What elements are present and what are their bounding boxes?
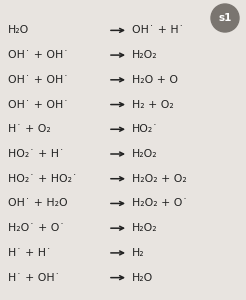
Text: H˙ + O₂: H˙ + O₂ [8,124,51,134]
Circle shape [211,4,239,32]
Text: s1: s1 [218,13,232,23]
Text: H₂ + O₂: H₂ + O₂ [132,100,174,110]
Text: H₂O₂ + O₂: H₂O₂ + O₂ [132,174,187,184]
Text: H₂O˙ + O˙: H₂O˙ + O˙ [8,223,65,233]
Text: H₂O: H₂O [8,26,29,35]
Text: H₂O₂: H₂O₂ [132,149,158,159]
Text: H₂: H₂ [132,248,145,258]
Text: OH˙ + OH˙: OH˙ + OH˙ [8,100,69,110]
Text: OH˙ + H˙: OH˙ + H˙ [132,26,184,35]
Text: H˙ + H˙: H˙ + H˙ [8,248,51,258]
Text: H₂O₂ + O˙: H₂O₂ + O˙ [132,199,188,208]
Text: OH˙ + OH˙: OH˙ + OH˙ [8,75,69,85]
Text: HO₂˙ + H˙: HO₂˙ + H˙ [8,149,64,159]
Text: HO₂˙: HO₂˙ [132,124,159,134]
Text: H₂O: H₂O [132,273,153,283]
Text: H˙ + OH˙: H˙ + OH˙ [8,273,60,283]
Text: H₂O₂: H₂O₂ [132,223,158,233]
Text: H₂O₂: H₂O₂ [132,50,158,60]
Text: OH˙ + OH˙: OH˙ + OH˙ [8,50,69,60]
Text: HO₂˙ + HO₂˙: HO₂˙ + HO₂˙ [8,174,77,184]
Text: OH˙ + H₂O: OH˙ + H₂O [8,199,68,208]
Text: H₂O + O: H₂O + O [132,75,178,85]
